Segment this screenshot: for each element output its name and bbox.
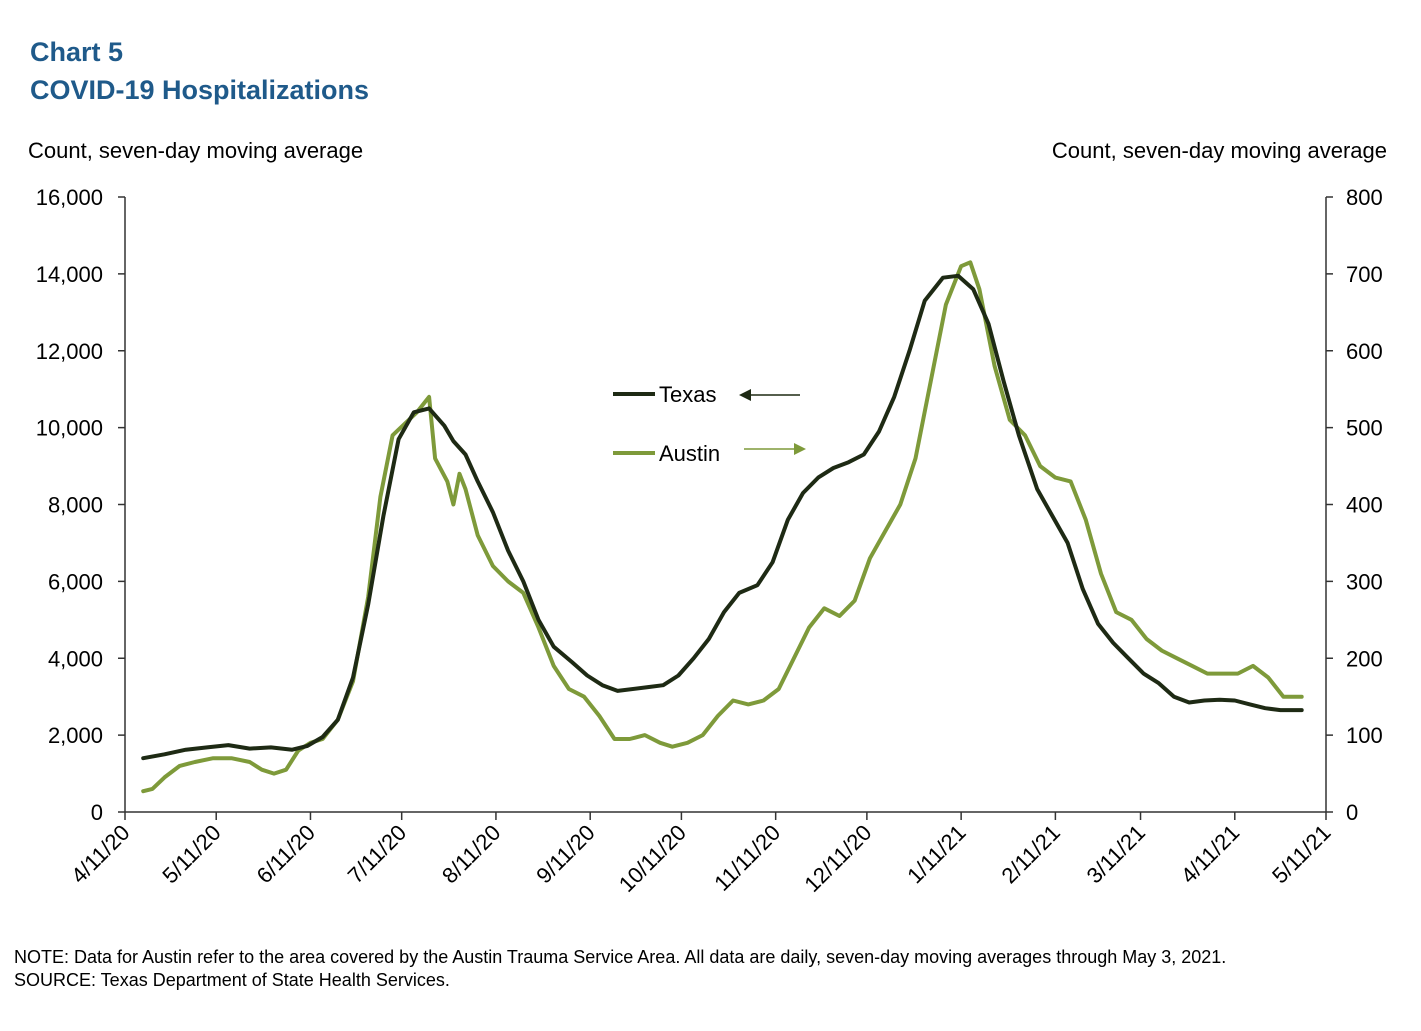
chart-label: Chart 5 [30,37,124,67]
legend-arrow-left-icon [739,389,751,401]
x-tick-label: 4/11/20 [66,820,134,888]
axes: 0 2,000 4,000 6,000 8,000 10,000 12,000 14,000 1… [36,185,1383,897]
right-y-tick-label: 700 [1346,262,1383,287]
series-line-texas [141,273,1304,761]
chart-title: COVID-19 Hospitalizations [30,75,370,105]
right-y-tick-label: 400 [1346,493,1383,518]
legend-arrow-right-icon [794,443,806,455]
legend-label-texas: Texas [659,382,716,407]
left-axis-title: Count, seven-day moving average [28,138,364,163]
left-y-tick-label: 0 [91,800,103,825]
left-y-tick-label: 2,000 [48,723,103,748]
series-line-austin [141,260,1304,794]
x-tick-label: 12/11/20 [799,820,876,897]
right-y-tick-label: 0 [1346,800,1358,825]
chart-notes: NOTE: Data for Austin refer to the area … [14,946,1394,992]
x-tick-label: 6/11/20 [252,820,320,888]
left-y-tick-label: 14,000 [36,262,103,287]
series-layer [141,260,1304,794]
legend-label-austin: Austin [659,441,720,466]
left-y-tick-label: 12,000 [36,339,103,364]
right-axis-title: Count, seven-day moving average [1051,138,1387,163]
x-tick-label: 11/11/20 [709,820,785,896]
x-tick-label: 1/11/21 [902,820,970,888]
chart-area: 0 2,000 4,000 6,000 8,000 10,000 12,000 14,000 1… [36,185,1383,897]
left-y-tick-label: 6,000 [48,569,103,594]
left-y-tick-label: 8,000 [48,493,103,518]
right-y-tick-label: 300 [1346,569,1383,594]
x-tick-label: 10/11/20 [614,820,691,897]
right-y-tick-label: 200 [1346,646,1383,671]
source-text: SOURCE: Texas Department of State Health… [14,970,450,990]
x-tick-label: 5/11/21 [1267,820,1335,888]
left-y-tick-label: 16,000 [36,185,103,210]
x-tick-label: 8/11/20 [437,820,505,888]
x-tick-label: 3/11/21 [1082,820,1150,888]
legend: Texas Austin [613,382,806,466]
x-tick-label: 2/11/21 [996,820,1064,888]
left-y-tick-label: 4,000 [48,646,103,671]
x-tick-label: 4/11/21 [1176,820,1244,888]
right-y-tick-label: 500 [1346,416,1383,441]
x-tick-label: 9/11/20 [531,820,599,888]
right-y-tick-label: 600 [1346,339,1383,364]
right-y-tick-label: 800 [1346,185,1383,210]
x-tick-label: 7/11/20 [343,820,411,888]
note-text: NOTE: Data for Austin refer to the area … [14,947,1227,967]
x-tick-label: 5/11/20 [157,820,225,888]
left-y-tick-label: 10,000 [36,416,103,441]
right-y-tick-label: 100 [1346,723,1383,748]
